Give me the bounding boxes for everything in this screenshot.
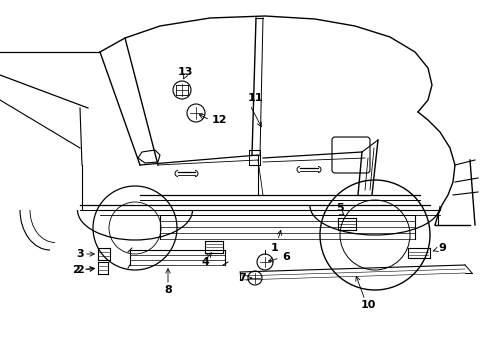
Text: 11: 11 xyxy=(247,93,263,103)
Text: 9: 9 xyxy=(437,243,445,253)
Text: 10: 10 xyxy=(360,300,375,310)
Text: 13: 13 xyxy=(177,67,192,77)
Text: 2: 2 xyxy=(76,265,84,275)
Text: 3: 3 xyxy=(76,249,83,259)
Text: 5: 5 xyxy=(336,203,343,213)
Text: 4: 4 xyxy=(201,257,208,267)
Text: 2: 2 xyxy=(72,265,94,275)
Text: 6: 6 xyxy=(282,252,289,262)
Text: 12: 12 xyxy=(212,115,227,125)
Text: 8: 8 xyxy=(164,285,171,295)
Text: 7: 7 xyxy=(238,273,245,283)
Text: 1: 1 xyxy=(270,230,281,253)
